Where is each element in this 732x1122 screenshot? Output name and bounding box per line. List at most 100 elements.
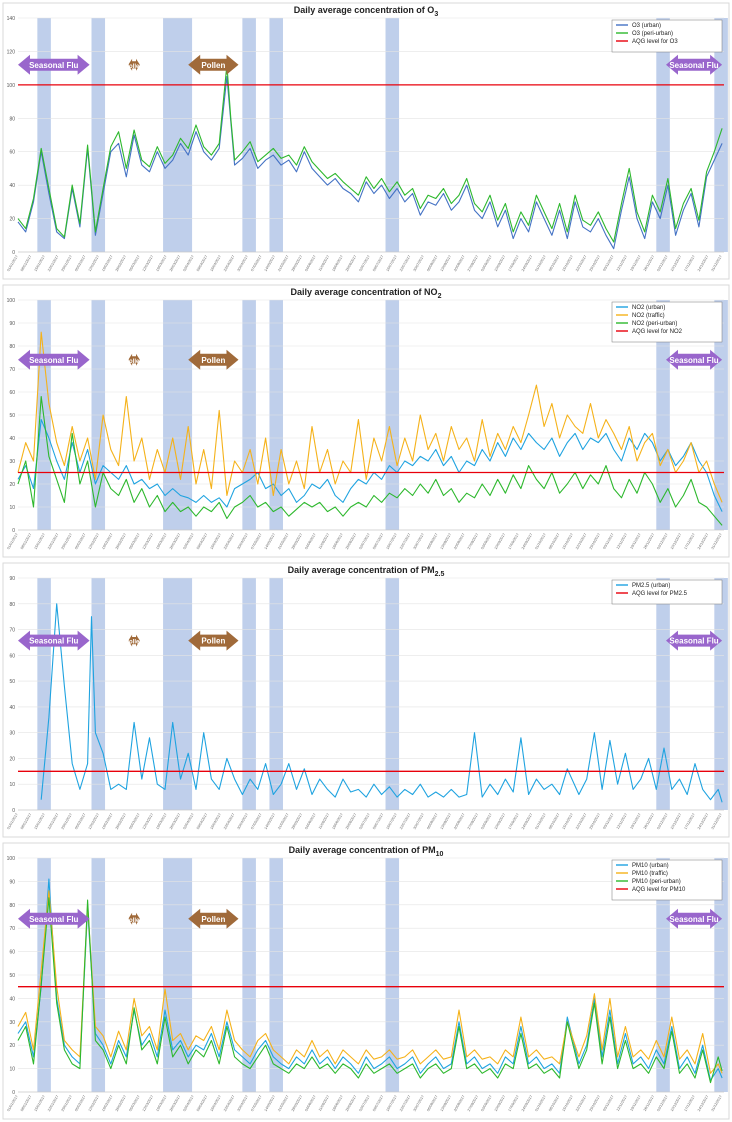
shaded-period: [269, 578, 283, 810]
annotation-arrow: [188, 349, 239, 370]
chart-title-text: Daily average concentration of NO: [291, 287, 438, 297]
y-tick-label: 0: [12, 250, 15, 256]
annotation-arrow: [128, 912, 140, 925]
y-tick-label: 70: [9, 628, 15, 634]
panel-frame: [2, 842, 730, 1120]
y-tick-label: 100: [7, 298, 16, 304]
panel-frame: [2, 562, 730, 838]
legend-label: NO2 (peri-urban): [632, 321, 677, 327]
legend-box: [611, 301, 723, 343]
chart-title-text: Daily average concentration of PM: [289, 845, 436, 855]
annotation-label: Seasonal Flu: [29, 61, 78, 70]
annotation-label: Pollen: [125, 64, 143, 70]
shaded-period: [91, 578, 106, 810]
y-tick-label: 30: [9, 459, 15, 465]
y-tick-label: 30: [9, 1020, 15, 1026]
annotation-label: Seasonal Flu: [669, 637, 718, 646]
legend-label: NO2 (urban): [632, 305, 665, 311]
chart-title: Daily average concentration of NO2: [291, 287, 442, 300]
annotation-arrow: [18, 349, 90, 370]
y-tick-label: 50: [9, 413, 15, 419]
shaded-period: [385, 18, 400, 252]
annotation-arrow: [188, 630, 239, 651]
annotation-arrow: [128, 634, 140, 647]
annotation-label: Pollen: [125, 918, 143, 924]
annotation-label: Seasonal Flu: [29, 915, 78, 924]
annotation-arrow: [18, 54, 90, 75]
annotation-label: Pollen: [201, 61, 225, 70]
legend-label: AQG level for O3: [632, 39, 678, 45]
y-tick-label: 20: [9, 482, 15, 488]
y-tick-label: 80: [9, 903, 15, 909]
annotation-label: Seasonal Flu: [669, 356, 718, 365]
chart-title: Daily average concentration of PM2.5: [288, 565, 445, 578]
y-tick-label: 0: [12, 1090, 15, 1096]
shaded-period: [163, 18, 193, 252]
shaded-period: [37, 18, 51, 252]
y-tick-label: 60: [9, 653, 15, 659]
shaded-period: [385, 578, 400, 810]
legend-label: PM10 (urban): [632, 863, 669, 869]
shaded-period: [163, 578, 193, 810]
y-tick-label: 20: [9, 1043, 15, 1049]
y-tick-label: 50: [9, 679, 15, 685]
chart-title-text: Daily average concentration of PM: [288, 565, 435, 575]
legend-box: [611, 19, 723, 53]
series-line-no2-traffic-: [17, 331, 723, 503]
annotation-label: Seasonal Flu: [29, 356, 78, 365]
annotation-arrow: [666, 349, 723, 370]
y-tick-label: 80: [9, 116, 15, 122]
chart-title: Daily average concentration of O3: [294, 5, 439, 18]
annotation-arrow: [666, 630, 723, 651]
y-tick-label: 10: [9, 1067, 15, 1073]
legend-label: PM10 (traffic): [632, 871, 668, 877]
annotation-label: Pollen: [125, 640, 143, 646]
annotation-arrow: [188, 908, 239, 929]
y-tick-label: 40: [9, 183, 15, 189]
y-tick-label: 30: [9, 731, 15, 737]
series-line-pm10-peri-urban-: [17, 897, 723, 1084]
y-tick-label: 90: [9, 879, 15, 885]
y-tick-label: 100: [7, 83, 16, 89]
shaded-period: [714, 578, 728, 810]
shaded-period: [656, 18, 670, 252]
legend-label: AQG level for PM2.5: [632, 591, 688, 597]
legend-label: O3 (urban): [632, 23, 661, 29]
y-tick-label: 80: [9, 344, 15, 350]
annotation-arrow: [128, 353, 140, 366]
chart-title-text: Daily average concentration of O: [294, 5, 435, 15]
chart-panel-4: Daily average concentration of PM1001020…: [2, 842, 730, 1120]
y-tick-label: 60: [9, 950, 15, 956]
y-tick-label: 90: [9, 321, 15, 327]
annotation-arrow: [666, 908, 723, 929]
y-tick-label: 50: [9, 973, 15, 979]
shaded-period: [242, 578, 256, 810]
annotation-label: Pollen: [201, 637, 225, 646]
y-tick-label: 0: [12, 808, 15, 814]
y-tick-label: 90: [9, 576, 15, 582]
y-tick-label: 70: [9, 367, 15, 373]
chart-title: Daily average concentration of PM10: [289, 845, 444, 858]
y-tick-label: 40: [9, 436, 15, 442]
legend-label: AQG level for NO2: [632, 329, 683, 335]
annotation-arrow: [18, 908, 90, 929]
y-tick-label: 140: [7, 16, 16, 22]
series-line-o3-peri-urban-: [17, 64, 723, 243]
y-tick-label: 60: [9, 390, 15, 396]
y-tick-label: 80: [9, 602, 15, 608]
legend-box: [611, 579, 723, 605]
legend-label: NO2 (traffic): [632, 313, 665, 319]
annotation-label: Pollen: [201, 356, 225, 365]
series-line-pm10-traffic-: [17, 890, 723, 1074]
legend-label: PM10 (peri-urban): [632, 879, 681, 885]
y-tick-label: 100: [7, 856, 16, 862]
y-tick-label: 0: [12, 528, 15, 534]
y-tick-label: 40: [9, 996, 15, 1002]
legend-label: PM2.5 (urban): [632, 583, 670, 589]
shaded-period: [656, 578, 670, 810]
shaded-period: [714, 18, 728, 252]
series-line-no2-urban-: [17, 419, 723, 512]
annotation-arrow: [18, 630, 90, 651]
chart-title-subscript: 2: [438, 293, 442, 300]
